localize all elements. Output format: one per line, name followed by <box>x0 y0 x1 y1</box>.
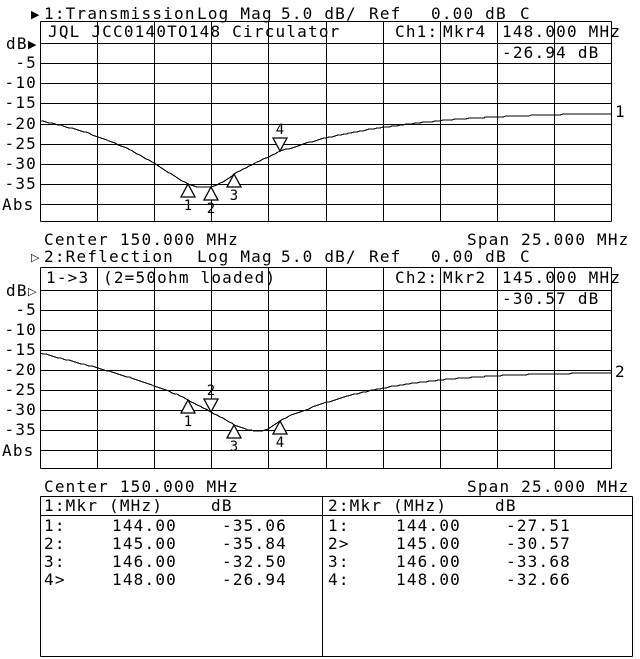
ch2-marker-3-number: 3 <box>230 439 238 455</box>
mkr-table-right-row2-prefix: 2> <box>328 534 350 553</box>
mkr-table-right-row3-prefix: 3: <box>328 552 350 571</box>
ch2-ytick--15: -15 <box>4 340 37 359</box>
ch2-marker-4-symbol <box>271 419 289 435</box>
ch2-ytick--10: -10 <box>4 320 37 339</box>
ch1-scale-label: 5.0 dB/ <box>281 4 357 23</box>
ch1-y-axis-unit: dB <box>6 34 28 53</box>
mkr-table-2-header: 2:Mkr (MHz) <box>328 496 448 515</box>
mkr-table-1-unit: dB <box>211 496 233 515</box>
ch1-ref-position-icon: ▶ <box>28 38 37 51</box>
mkr-table-1-header: 1:Mkr (MHz) <box>44 496 164 515</box>
mkr-table-right-row4-value: -32.66 <box>506 570 571 589</box>
ch1-y-axis-bottom-label: Abs <box>2 195 35 214</box>
ch2-marker-1-symbol <box>179 398 197 414</box>
ch1-ytick--15: -15 <box>4 93 37 112</box>
mkr-table-right-row4-prefix: 4: <box>328 570 350 589</box>
ch1-trace-number: 1 <box>615 102 626 121</box>
mkr-table-right-row2-value: -30.57 <box>506 534 571 553</box>
mkr-table-right-row1-freq: 144.00 <box>396 516 461 535</box>
ch1-measurement-title: 1:Transmission <box>44 4 196 23</box>
ch1-marker-1-number: 1 <box>184 198 192 214</box>
mkr-table-right-row4-freq: 148.00 <box>396 570 461 589</box>
ch2-marker-4-number: 4 <box>276 435 284 451</box>
ch2-marker-2-symbol <box>202 398 220 414</box>
ch2-scale-label: 5.0 dB/ <box>281 247 357 266</box>
ch2-ytick--30: -30 <box>4 400 37 419</box>
ch1-readout-channel: Ch1: <box>395 22 439 41</box>
ch2-marker-value: -30.57 dB <box>502 289 600 308</box>
ch1-marker-2-number: 2 <box>207 201 215 217</box>
ch2-y-axis-bottom-label: Abs <box>2 441 35 460</box>
ch2-ytick--5: -5 <box>15 300 37 319</box>
ch2-cal-indicator: C <box>520 247 531 266</box>
mkr-table-left-row2-freq: 145.00 <box>112 534 177 553</box>
ch1-marker-2-symbol <box>202 185 220 201</box>
ch1-ytick--5: -5 <box>15 53 37 72</box>
ch2-readout-channel: Ch2: <box>395 268 439 287</box>
ch1-ytick--25: -25 <box>4 134 37 153</box>
ch2-marker-2-number: 2 <box>207 383 215 399</box>
ch1-active-channel-icon: ▶ <box>31 8 40 21</box>
ch1-marker-3-symbol <box>225 172 243 188</box>
ch2-ytick--20: -20 <box>4 360 37 379</box>
mkr-table-left-row2-value: -35.84 <box>222 534 287 553</box>
ch2-ytick--35: -35 <box>4 420 37 439</box>
ch1-ytick--30: -30 <box>4 154 37 173</box>
mkr-table-left-row3-prefix: 3: <box>44 552 66 571</box>
ch1-trace <box>40 113 611 188</box>
ch1-marker-3-number: 3 <box>230 188 238 204</box>
mkr-table-left-row4-freq: 148.00 <box>112 570 177 589</box>
ch2-active-channel-icon: ▷ <box>31 251 40 264</box>
ch2-trace-number: 2 <box>615 362 626 381</box>
ch2-format-label: Log Mag <box>197 247 273 266</box>
ch2-trace <box>39 352 611 432</box>
ch2-ytick--25: -25 <box>4 380 37 399</box>
ch1-ytick--35: -35 <box>4 174 37 193</box>
ch2-measurement-title: 2:Reflection <box>44 247 174 266</box>
ch2-readout-marker: Mkr2 <box>443 268 487 287</box>
mkr-table-left-row1-value: -35.06 <box>222 516 287 535</box>
ch1-cal-indicator: C <box>520 4 531 23</box>
ch1-ytick--10: -10 <box>4 73 37 92</box>
mkr-table-left-row4-value: -26.94 <box>222 570 287 589</box>
ch2-center-frequency: Center 150.000 MHz <box>44 477 239 496</box>
mkr-table-left-row3-value: -32.50 <box>222 552 287 571</box>
mkr-table-right-row3-freq: 146.00 <box>396 552 461 571</box>
mkr-table-left-row1-freq: 144.00 <box>112 516 177 535</box>
ch1-marker-value: -26.94 dB <box>502 43 600 62</box>
ch1-ytick--20: -20 <box>4 114 37 133</box>
ch1-readout-marker: Mkr4 <box>443 22 487 41</box>
ch2-y-axis-unit: dB <box>6 281 28 300</box>
ch2-ref-value: 0.00 dB <box>431 247 507 266</box>
ch2-path-title: 1->3 <box>46 268 90 287</box>
mkr-table-left-row1-prefix: 1: <box>44 516 66 535</box>
ch1-format-label: Log Mag <box>197 4 273 23</box>
mkr-table-left-row3-freq: 146.00 <box>112 552 177 571</box>
ch2-ref-label: Ref <box>369 247 402 266</box>
mkr-table-right-row2-freq: 145.00 <box>396 534 461 553</box>
ch1-device-title: JQL JCC0140TO148 Circulator <box>48 22 341 41</box>
ch1-marker-frequency: 148.000 MHz <box>502 22 622 41</box>
ch2-span: Span 25.000 MHz <box>467 477 630 496</box>
ch2-marker-1-number: 1 <box>184 414 192 430</box>
mkr-table-2-unit: dB <box>495 496 517 515</box>
ch1-marker-1-symbol <box>179 182 197 198</box>
mkr-table-right-row3-value: -33.68 <box>506 552 571 571</box>
ch1-span: Span 25.000 MHz <box>467 230 630 249</box>
ch1-marker-4-number: 4 <box>276 122 284 138</box>
mkr-table-right-row1-prefix: 1: <box>328 516 350 535</box>
ch2-marker-frequency: 145.000 MHz <box>502 268 622 287</box>
mkr-table-left-row4-prefix: 4> <box>44 570 66 589</box>
ch2-ref-position-icon: ▷ <box>28 285 37 298</box>
ch2-path-subtitle: (2=50ohm loaded) <box>103 268 277 287</box>
mkr-table-left-row2-prefix: 2: <box>44 534 66 553</box>
ch1-center-frequency: Center 150.000 MHz <box>44 230 239 249</box>
ch1-ref-value: 0.00 dB <box>431 4 507 23</box>
mkr-table-right-row1-value: -27.51 <box>506 516 571 535</box>
ch2-marker-3-symbol <box>225 423 243 439</box>
ch1-marker-4-symbol <box>271 137 289 153</box>
ch1-ref-label: Ref <box>369 4 402 23</box>
